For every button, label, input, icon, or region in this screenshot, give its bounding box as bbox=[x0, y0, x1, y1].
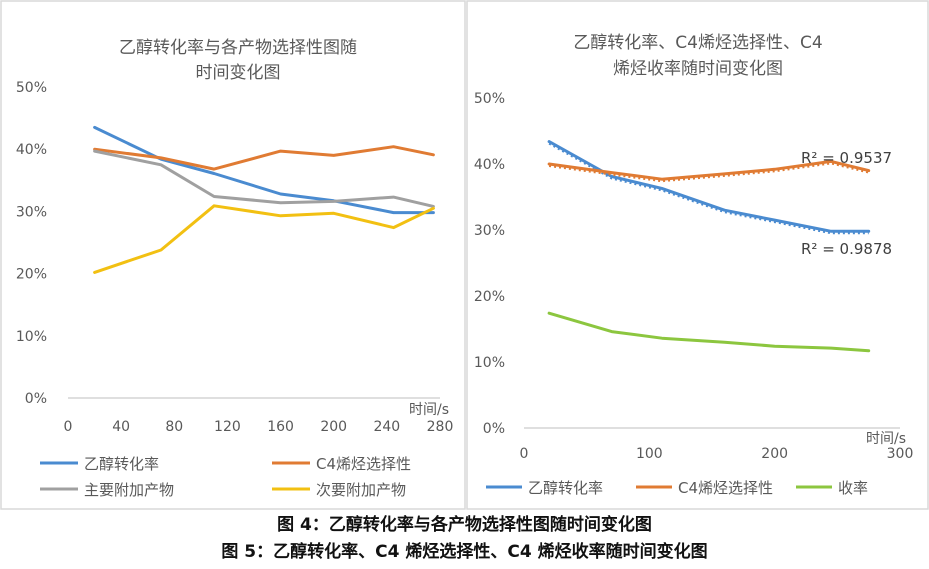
right-y-tick-label: 0% bbox=[483, 421, 505, 437]
left-y-tick-label: 20% bbox=[16, 267, 47, 283]
left-x-axis-title: 时间/s bbox=[409, 402, 449, 418]
right-y-tick-label: 50% bbox=[474, 91, 505, 107]
figure-5-caption: 图 5：乙醇转化率、C4 烯烃选择性、C4 烯烃收率随时间变化图 bbox=[221, 542, 708, 562]
right-y-tick-label: 30% bbox=[474, 223, 505, 239]
left-x-tick-label: 80 bbox=[165, 419, 183, 435]
left-legend-label: C4烯烃选择性 bbox=[316, 455, 411, 473]
left-x-tick-label: 160 bbox=[267, 419, 294, 435]
left-chart-title-line2: 时间变化图 bbox=[196, 63, 281, 83]
left-chart-frame bbox=[0, 0, 466, 510]
right-r2-annotation-1: R² = 0.9537 bbox=[801, 149, 892, 167]
left-series-line-3 bbox=[93, 204, 435, 274]
left-chart-svg: 乙醇转化率与各产物选择性图随时间变化图 0% 10% 20% 30% 40% 50% 0 40 8… bbox=[0, 0, 466, 510]
left-x-tick-label: 240 bbox=[373, 419, 400, 435]
right-trendline-0 bbox=[548, 142, 869, 235]
right-series-line-1 bbox=[547, 159, 871, 181]
right-series-line-2 bbox=[547, 311, 871, 353]
left-series-line-1 bbox=[93, 145, 435, 171]
right-x-tick-label: 100 bbox=[636, 446, 663, 462]
left-series-line-2 bbox=[93, 149, 435, 208]
right-chart-title-line1: 乙醇转化率、C4烯烃选择性、C4 bbox=[573, 33, 822, 53]
left-y-tick-label: 30% bbox=[16, 204, 47, 220]
left-x-tick-label: 40 bbox=[112, 419, 130, 435]
chart-left: 乙醇转化率与各产物选择性图随 时间变化图 0% 10% 20% 30% 40% 50% 0 40 8… bbox=[0, 0, 466, 510]
right-legend-label: 乙醇转化率 bbox=[528, 479, 603, 497]
left-y-tick-label: 10% bbox=[16, 329, 47, 345]
left-y-tick-label: 0% bbox=[25, 391, 47, 407]
left-x-tick-label: 200 bbox=[320, 419, 347, 435]
chart-right: 乙醇转化率、C4烯烃选择性、C4 烯烃收率随时间变化图 0% 10% 20% 30% 40%… bbox=[466, 0, 929, 510]
right-x-tick-label: 300 bbox=[887, 446, 914, 462]
right-chart-svg: 乙醇转化率、C4烯烃选择性、C4 烯烃收率随时间变化图 0% 10% 20% 30% 40%… bbox=[466, 0, 929, 510]
right-chart-frame bbox=[466, 0, 929, 510]
right-x-tick-label: 0 bbox=[520, 446, 529, 462]
left-y-tick-label: 50% bbox=[16, 80, 47, 96]
right-x-axis-title: 时间/s bbox=[866, 431, 906, 447]
right-y-tick-label: 40% bbox=[474, 157, 505, 173]
left-x-tick-label: 280 bbox=[427, 419, 454, 435]
right-legend-label: 收率 bbox=[838, 479, 868, 497]
left-legend-label: 乙醇转化率 bbox=[84, 455, 159, 473]
left-legend-label: 次要附加产物 bbox=[316, 481, 406, 499]
left-x-tick-label: 120 bbox=[214, 419, 241, 435]
right-series-line-0 bbox=[547, 140, 871, 233]
right-trendline-1 bbox=[548, 162, 869, 183]
right-chart-title-line2: 烯烃收率随时间变化图 bbox=[613, 59, 783, 79]
right-y-tick-label: 10% bbox=[474, 355, 505, 371]
right-x-tick-label: 200 bbox=[761, 446, 788, 462]
right-r2-annotation-2: R² = 0.9878 bbox=[801, 240, 892, 258]
left-y-tick-label: 40% bbox=[16, 142, 47, 158]
left-x-tick-label: 0 bbox=[64, 419, 73, 435]
figure-4-caption: 图 4：乙醇转化率与各产物选择性图随时间变化图 bbox=[277, 515, 652, 535]
right-y-tick-label: 20% bbox=[474, 289, 505, 305]
left-chart-title-line1: 乙醇转化率与各产物选择性图随 bbox=[119, 38, 357, 58]
right-legend-label: C4烯烃选择性 bbox=[678, 479, 773, 497]
left-legend-label: 主要附加产物 bbox=[84, 481, 174, 499]
